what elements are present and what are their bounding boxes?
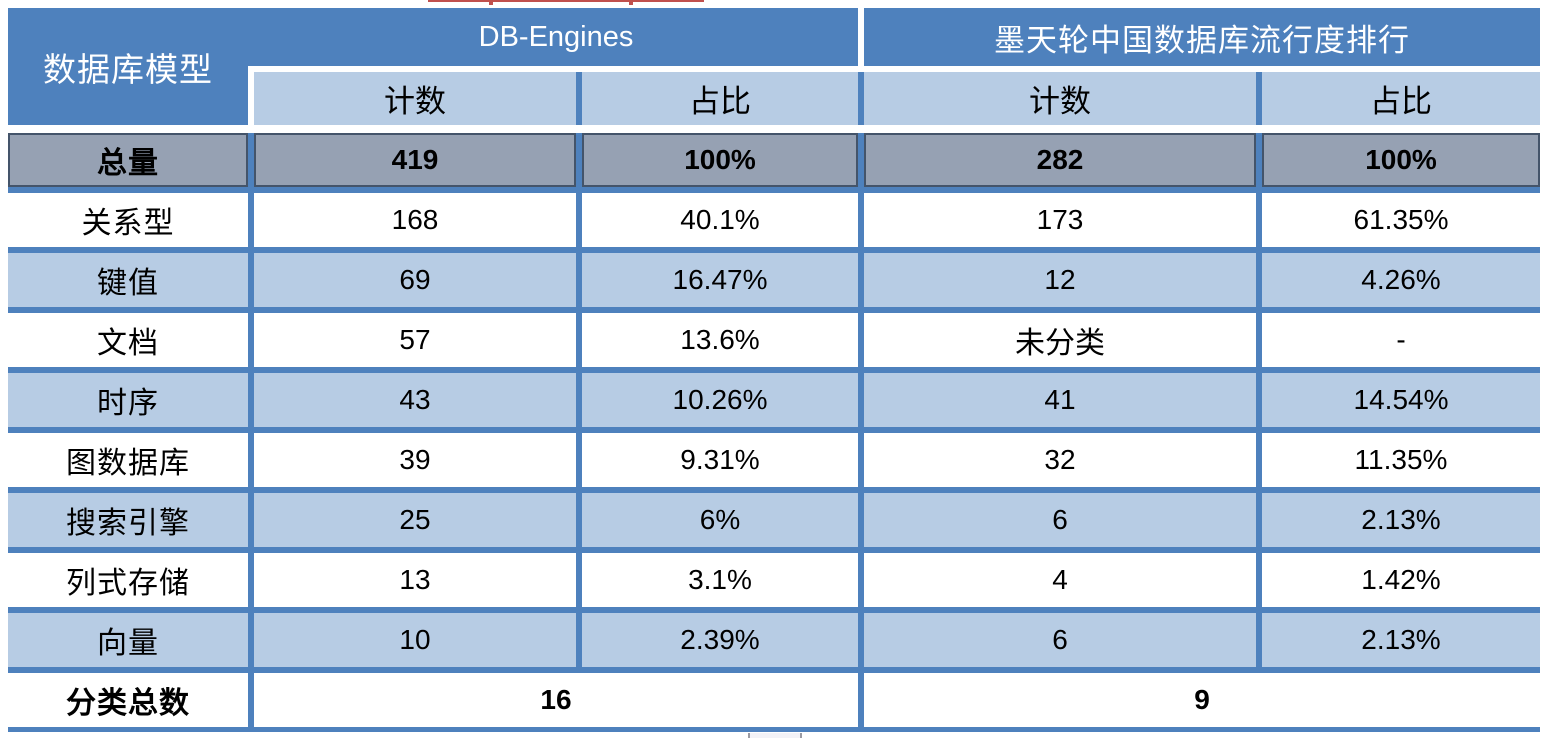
cell-value: 2.13% [1262,613,1540,667]
cell-value: 6 [864,493,1256,547]
cell-value: 3.1% [582,553,858,607]
cell-value: 16.47% [582,253,858,307]
cell-value: 25 [254,493,576,547]
sub-header-percent-mtl: 占比 [1262,72,1540,125]
cell-value: 4.26% [1262,253,1540,307]
row-label: 向量 [8,613,248,667]
header-divider [254,66,1540,72]
cell-value: 未分类 [864,313,1256,367]
cell-value: 9.31% [582,433,858,487]
cell-value: 6% [582,493,858,547]
table-row: 关系型 168 40.1% 173 61.35% [8,193,1540,247]
cell-value: 419 [254,133,576,187]
cell-value: 69 [254,253,576,307]
database-model-comparison-table: 数据库模型 DB-Engines 墨天轮中国数据库流行度排行 计数 占比 计数 … [8,8,1540,732]
top-red-artifact-tick [489,0,493,5]
cell-value: 41 [864,373,1256,427]
cell-value: 100% [582,133,858,187]
cell-value: 13.6% [582,313,858,367]
table-row: 列式存储 13 3.1% 4 1.42% [8,553,1540,607]
cell-value: 43 [254,373,576,427]
cell-value: 39 [254,433,576,487]
cell-value: 14.54% [1262,373,1540,427]
cell-value: 12 [864,253,1256,307]
cell-value: 168 [254,193,576,247]
horizontal-scrollbar-thumb[interactable] [748,733,802,738]
table-footer-row: 分类总数 16 9 [8,673,1540,727]
row-label: 键值 [8,253,248,307]
table-row: 搜索引擎 25 6% 6 2.13% [8,493,1540,547]
sub-header-count-db: 计数 [254,72,576,125]
corner-header-cell: 数据库模型 [43,52,213,89]
row-label: 总量 [8,133,248,187]
footer-total-db-engines: 16 [254,673,858,727]
cell-value: 57 [254,313,576,367]
cell-value: 10.26% [582,373,858,427]
cell-value: 32 [864,433,1256,487]
cell-value: 282 [864,133,1256,187]
table-body: 总量 419 100% 282 100% 关系型 168 40.1% 173 6… [8,133,1540,727]
cell-value: 100% [1262,133,1540,187]
table-row: 文档 57 13.6% 未分类 - [8,313,1540,367]
row-label: 列式存储 [8,553,248,607]
row-label: 图数据库 [8,433,248,487]
cell-value: 6 [864,613,1256,667]
sub-header-count-mtl: 计数 [864,72,1256,125]
cell-value: 1.42% [1262,553,1540,607]
row-label: 关系型 [8,193,248,247]
row-label: 时序 [8,373,248,427]
column-group-db-engines: DB-Engines [478,20,634,53]
header-divider [858,8,864,66]
cell-value: 2.13% [1262,493,1540,547]
table-row: 时序 43 10.26% 41 14.54% [8,373,1540,427]
cell-value: 11.35% [1262,433,1540,487]
header-divider [8,125,1540,133]
table-row: 图数据库 39 9.31% 32 11.35% [8,433,1540,487]
footer-total-motianlun: 9 [864,673,1540,727]
top-red-artifact-tick [629,0,633,5]
table-header: 数据库模型 DB-Engines 墨天轮中国数据库流行度排行 计数 占比 计数 … [8,8,1540,133]
table-row: 键值 69 16.47% 12 4.26% [8,253,1540,307]
cell-value: 13 [254,553,576,607]
header-divider [248,66,254,125]
row-label: 文档 [8,313,248,367]
table-row: 向量 10 2.39% 6 2.13% [8,613,1540,667]
cell-value: 4 [864,553,1256,607]
table-row-total: 总量 419 100% 282 100% [8,133,1540,187]
sub-header-row: 计数 占比 计数 占比 [254,72,1540,125]
cell-value: 173 [864,193,1256,247]
row-label: 搜索引擎 [8,493,248,547]
top-red-artifact-line [428,0,704,2]
cell-value: 2.39% [582,613,858,667]
column-group-motianlun: 墨天轮中国数据库流行度排行 [994,22,1410,58]
footer-label: 分类总数 [8,673,248,727]
cell-value: 40.1% [582,193,858,247]
cell-value: 10 [254,613,576,667]
cell-value: - [1262,313,1540,367]
cell-value: 61.35% [1262,193,1540,247]
sub-header-percent-db: 占比 [582,72,858,125]
